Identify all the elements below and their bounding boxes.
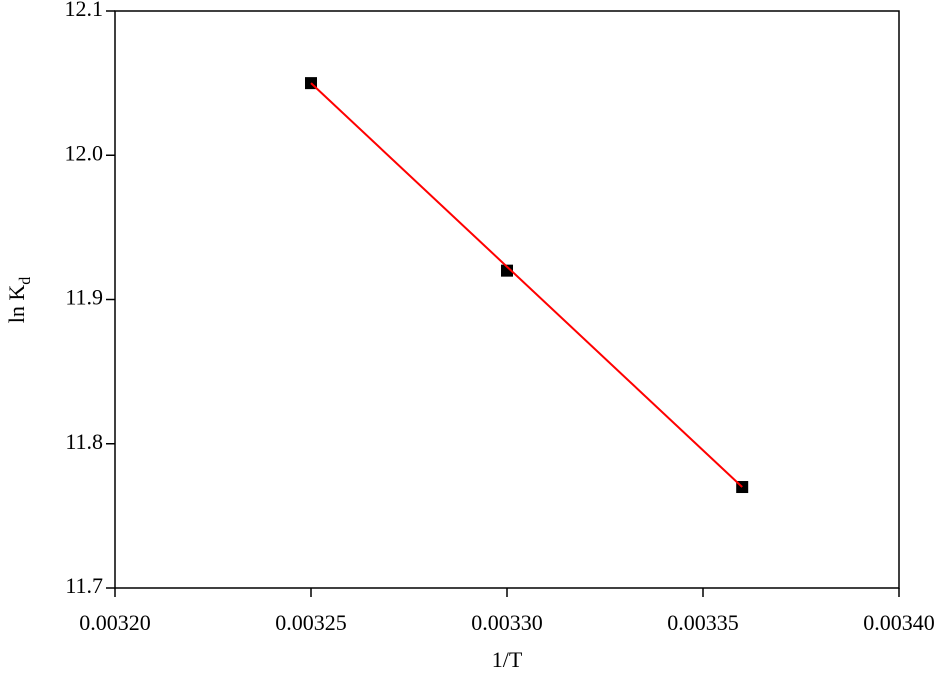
x-axis-label: 1/T (492, 647, 523, 672)
plot-frame (114, 10, 900, 589)
y-axis-label-main: ln K (4, 285, 29, 324)
y-tick-label: 11.7 (65, 573, 103, 598)
y-tick-label: 11.9 (65, 285, 103, 310)
y-axis-label: ln Kd (4, 277, 34, 324)
x-tick-label: 0.00340 (863, 610, 935, 635)
x-tick-label: 0.00320 (79, 610, 151, 635)
x-tick-label: 0.00325 (275, 610, 347, 635)
y-tick-label: 12.0 (65, 140, 104, 165)
y-tick-label: 12.1 (65, 0, 104, 21)
data-point (501, 264, 513, 277)
fit-line (310, 82, 743, 488)
x-tick-label: 0.00335 (667, 610, 739, 635)
y-axis-label-sub: d (17, 277, 34, 285)
y-tick-label: 11.8 (65, 429, 103, 454)
x-tick-label: 0.00330 (471, 610, 543, 635)
